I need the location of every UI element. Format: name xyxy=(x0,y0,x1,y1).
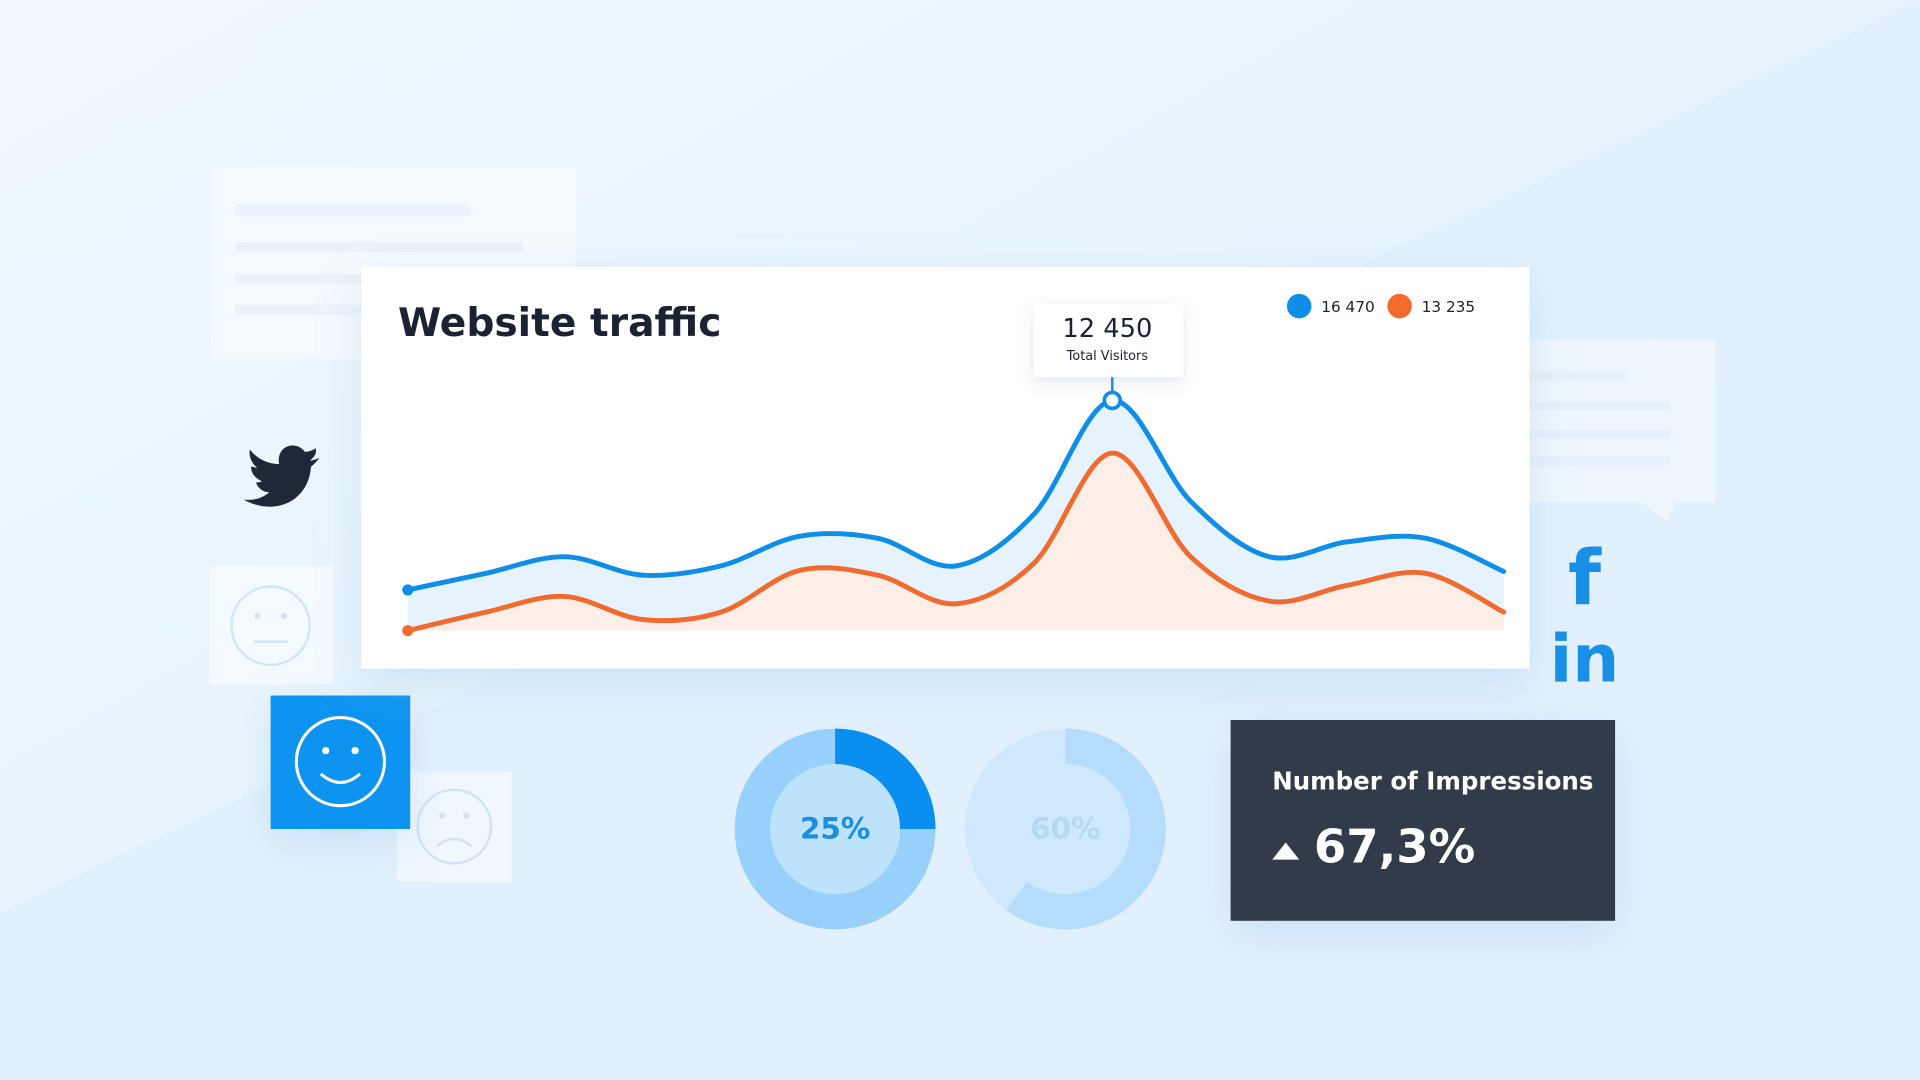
plot: 16 470 13 235 12 450 Total Visitors xyxy=(402,293,1507,637)
sad-face-card xyxy=(396,771,512,882)
legend-label: 16 470 xyxy=(1321,298,1375,316)
impressions-title: Number of Impressions xyxy=(1272,766,1593,795)
line xyxy=(405,397,1507,593)
highlight-point xyxy=(1102,390,1123,411)
donut-label: 60% xyxy=(1030,812,1100,846)
tooltip xyxy=(1033,303,1184,378)
happy-face-card xyxy=(270,695,411,829)
tooltip-value: 12 450 xyxy=(1062,314,1152,344)
area xyxy=(407,400,1504,631)
legend-label: 13 235 xyxy=(1422,298,1476,316)
legend-marker xyxy=(1286,293,1312,319)
area xyxy=(407,453,1504,631)
chart-title: Website traffic xyxy=(398,301,721,346)
legend-marker xyxy=(1387,293,1412,319)
up-arrow xyxy=(1272,842,1300,860)
donut-label: 25% xyxy=(800,812,870,846)
start-point xyxy=(402,625,414,637)
donut-center xyxy=(1000,764,1131,894)
neutral-face-card xyxy=(209,565,334,685)
donut-segment xyxy=(1006,728,1166,930)
donut-segment xyxy=(835,728,936,829)
start-point xyxy=(402,584,414,596)
line xyxy=(405,450,1507,634)
tooltip-label: Total Visitors xyxy=(1066,349,1149,364)
impressions-value: 67,3% xyxy=(1314,819,1475,873)
facebook-icon: f xyxy=(1568,534,1602,622)
impressions-card xyxy=(1230,720,1616,921)
linkedin-icon: in xyxy=(1550,621,1620,698)
comment-card xyxy=(1529,339,1716,522)
donut-center xyxy=(770,764,900,894)
twitter-icon xyxy=(243,445,320,507)
